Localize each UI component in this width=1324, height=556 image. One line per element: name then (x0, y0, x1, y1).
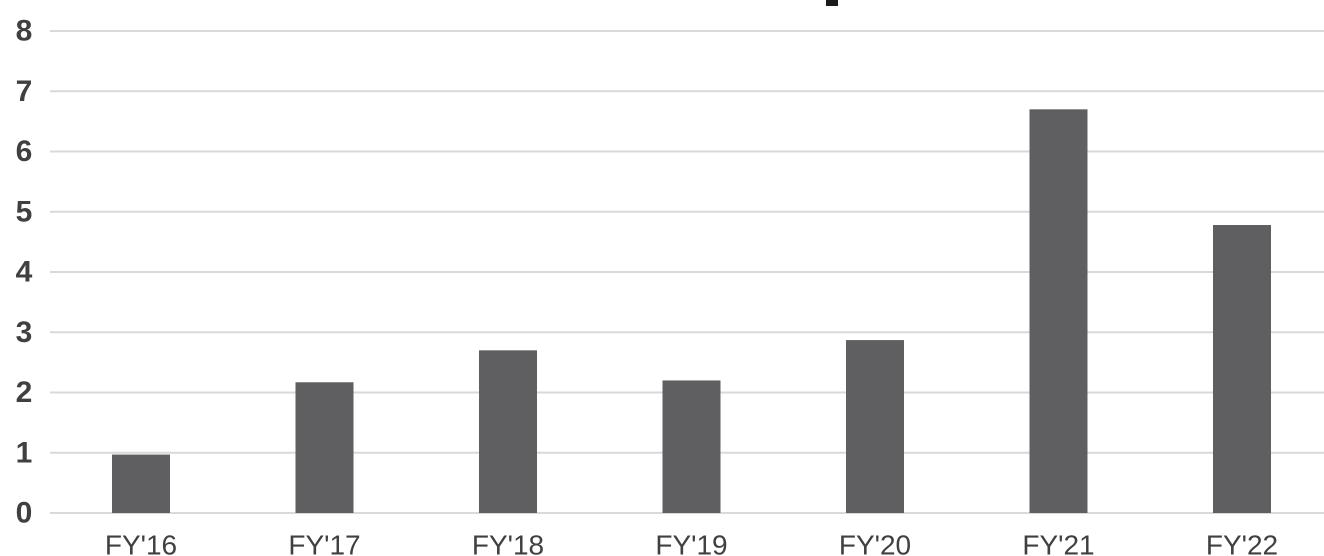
x-tick-label-FY'17: FY'17 (288, 530, 360, 556)
bar-FY'16 (112, 454, 170, 513)
x-tick-label-FY'19: FY'19 (655, 530, 727, 556)
x-tick-label-FY'22: FY'22 (1206, 530, 1278, 556)
y-tick-label-6: 6 (16, 135, 33, 168)
x-tick-label-FY'21: FY'21 (1022, 530, 1094, 556)
y-tick-label-2: 2 (16, 376, 33, 409)
y-tick-label-5: 5 (16, 195, 33, 228)
x-axis-tick-labels: FY'16 FY'17 FY'18 FY'19 FY'20 FY'21 FY'22 (105, 530, 1278, 556)
x-tick-label-FY'18: FY'18 (472, 530, 544, 556)
y-tick-label-7: 7 (16, 75, 33, 108)
bars (112, 109, 1271, 513)
y-tick-label-8: 8 (16, 15, 33, 48)
y-tick-label-3: 3 (16, 316, 33, 349)
bar-FY'21 (1029, 109, 1088, 513)
bar-FY'22 (1213, 225, 1271, 513)
x-tick-label-FY'20: FY'20 (839, 530, 911, 556)
bar-FY'18 (479, 350, 537, 513)
bar-FY'20 (846, 340, 904, 513)
cropped-title-fragment (826, 0, 838, 6)
y-axis-tick-labels: 0 1 2 3 4 5 6 7 8 (16, 15, 33, 530)
y-tick-label-4: 4 (16, 256, 33, 289)
y-tick-label-0: 0 (16, 497, 33, 530)
bar-FY'17 (295, 382, 354, 513)
gridlines (50, 30, 1324, 514)
x-tick-label-FY'16: FY'16 (105, 530, 177, 556)
y-tick-label-1: 1 (16, 436, 33, 469)
bar-FY'19 (662, 380, 721, 513)
